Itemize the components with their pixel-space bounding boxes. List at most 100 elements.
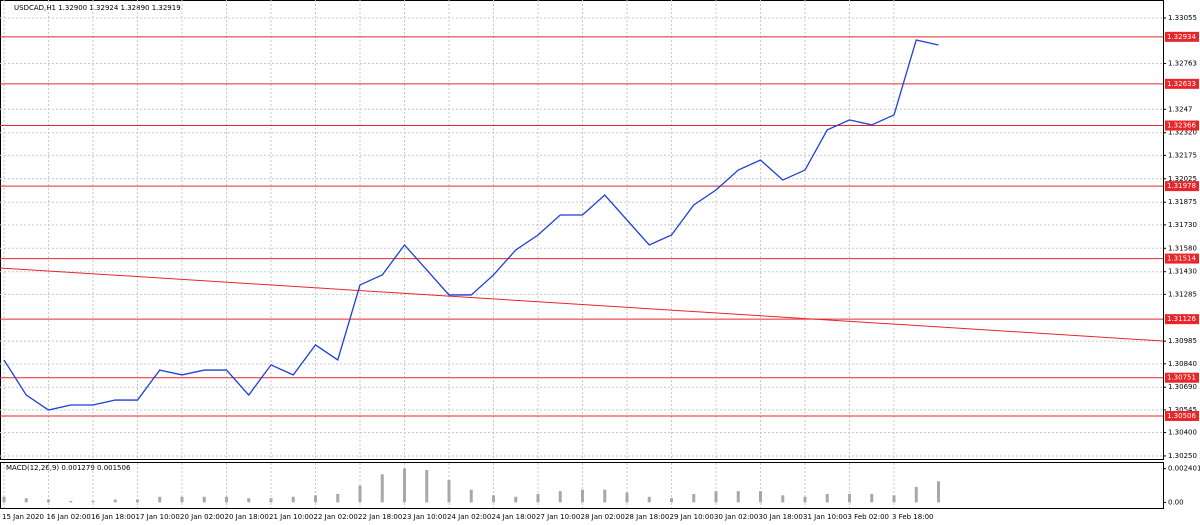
macd-bar xyxy=(225,496,228,503)
y-tick-label: 1.32175 xyxy=(1168,151,1197,159)
level-label: 1.32934 xyxy=(1167,33,1196,41)
level-tag xyxy=(1165,372,1199,383)
macd-bar xyxy=(536,493,540,503)
macd-bar xyxy=(714,491,718,503)
macd-bar xyxy=(358,485,362,503)
level-tag xyxy=(1165,120,1199,131)
y-tick-label: 1.31875 xyxy=(1168,198,1197,206)
x-tick-label: 3 Feb 18:00 xyxy=(892,513,933,521)
y-tick-label: 0.002401 xyxy=(1168,465,1200,473)
macd-bar xyxy=(136,499,139,503)
y-tick-label: 1.30545 xyxy=(1168,406,1197,414)
macd-bar xyxy=(514,496,518,503)
macd-title: MACD(12,26,9) 0.001279 0.001506 xyxy=(6,464,131,472)
macd-bar xyxy=(870,493,874,503)
macd-bar xyxy=(158,496,162,503)
y-tick-label: 1.30690 xyxy=(1168,383,1197,391)
macd-bar xyxy=(314,495,317,503)
y-tick-label: 1.31285 xyxy=(1168,290,1197,298)
x-tick-label: 30 Jan 18:00 xyxy=(759,513,803,521)
level-tag xyxy=(1165,314,1199,325)
x-tick-label: 22 Jan 02:00 xyxy=(314,513,358,521)
macd-bar xyxy=(425,470,429,503)
macd-bar xyxy=(2,496,6,503)
y-tick-label: 1.30400 xyxy=(1168,429,1197,437)
y-tick-label: 1.33055 xyxy=(1168,14,1197,22)
macd-bar xyxy=(469,489,473,503)
macd-bar xyxy=(24,498,28,503)
y-tick-label: 1.31580 xyxy=(1168,244,1197,252)
x-tick-label: 31 Jan 10:00 xyxy=(803,513,847,521)
level-label: 1.30506 xyxy=(1167,412,1196,420)
x-tick-label: 22 Jan 18:00 xyxy=(358,513,402,521)
y-tick-label: 1.32025 xyxy=(1168,175,1197,183)
macd-bar xyxy=(937,481,940,503)
macd-bar xyxy=(69,500,73,503)
macd-bar xyxy=(291,496,295,503)
level-tag xyxy=(1165,410,1199,421)
macd-bar xyxy=(581,489,584,503)
y-tick-label: 1.30250 xyxy=(1168,452,1197,460)
y-tick-label: 1.31430 xyxy=(1168,268,1197,276)
price-line xyxy=(3,39,939,411)
x-tick-label: 29 Jan 10:00 xyxy=(670,513,714,521)
macd-bar xyxy=(202,496,206,503)
macd-bar xyxy=(91,500,95,503)
macd-bar xyxy=(848,493,851,503)
macd-bar xyxy=(380,474,384,503)
x-tick-label: 28 Jan 18:00 xyxy=(625,513,669,521)
macd-bar xyxy=(558,491,562,503)
macd-bar xyxy=(603,489,607,503)
macd-bar xyxy=(759,491,762,503)
x-tick-label: 17 Jan 10:00 xyxy=(136,513,180,521)
level-label: 1.31978 xyxy=(1167,182,1196,190)
macd-frame xyxy=(0,462,1164,509)
level-tag xyxy=(1165,253,1199,264)
x-tick-label: 16 Jan 18:00 xyxy=(91,513,135,521)
x-tick-label: 27 Jan 10:00 xyxy=(536,513,580,521)
macd-bar xyxy=(914,486,918,503)
y-tick-label: 1.32763 xyxy=(1168,60,1197,68)
macd-bar xyxy=(781,495,785,503)
x-tick-label: 24 Jan 18:00 xyxy=(492,513,536,521)
macd-bar xyxy=(447,479,451,503)
level-tag xyxy=(1165,181,1199,192)
y-tick-label: 1.31730 xyxy=(1168,221,1197,229)
x-tick-label: 20 Jan 18:00 xyxy=(225,513,269,521)
macd-bar xyxy=(336,493,340,503)
level-label: 1.30751 xyxy=(1167,374,1196,382)
level-tag xyxy=(1165,78,1199,89)
macd-bar xyxy=(113,499,117,503)
trend-line xyxy=(0,267,1164,342)
x-tick-label: 15 Jan 2020 xyxy=(2,513,44,521)
macd-bar xyxy=(492,495,495,503)
macd-bar xyxy=(692,493,696,503)
y-tick-label: 1.3247 xyxy=(1168,105,1193,113)
chart-title: USDCAD,H1 1.32900 1.32924 1.32890 1.3291… xyxy=(14,4,181,12)
x-tick-label: 3 Feb 02:00 xyxy=(848,513,889,521)
x-tick-label: 20 Jan 02:00 xyxy=(180,513,224,521)
x-tick-label: 21 Jan 10:00 xyxy=(269,513,313,521)
y-tick-label: 1.30840 xyxy=(1168,360,1197,368)
x-tick-label: 30 Jan 02:00 xyxy=(714,513,758,521)
macd-bar xyxy=(892,495,896,503)
y-tick-label: 1.32320 xyxy=(1168,129,1197,137)
y-tick-label: 1.30985 xyxy=(1168,337,1197,345)
x-tick-label: 16 Jan 02:00 xyxy=(47,513,91,521)
macd-bar xyxy=(625,492,629,503)
macd-bar xyxy=(180,496,184,503)
x-tick-label: 23 Jan 10:00 xyxy=(403,513,447,521)
macd-bar xyxy=(403,468,406,503)
macd-bar xyxy=(670,498,673,503)
macd-bar xyxy=(47,499,50,503)
macd-bar xyxy=(647,496,651,503)
macd-bar xyxy=(803,496,807,503)
macd-bar xyxy=(736,491,740,503)
x-tick-label: 28 Jan 02:00 xyxy=(581,513,625,521)
y-tick-label: 0.00 xyxy=(1168,498,1184,506)
level-label: 1.32366 xyxy=(1167,122,1196,130)
level-label: 1.31126 xyxy=(1167,315,1196,323)
macd-bar xyxy=(269,498,273,503)
